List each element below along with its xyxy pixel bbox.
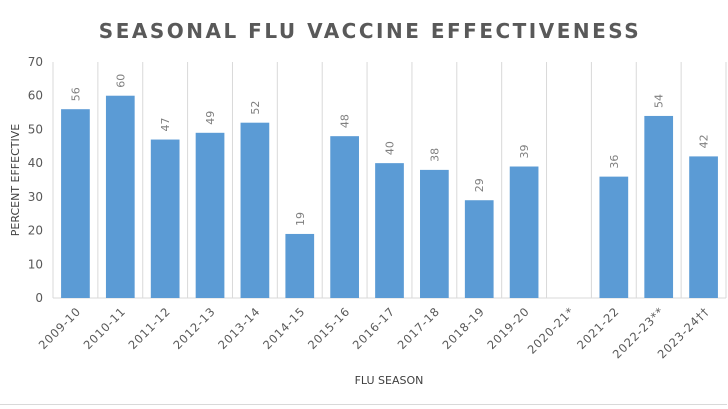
x-tick-label: 2020-21*	[525, 304, 577, 356]
y-tick-label: 40	[28, 156, 43, 170]
bar	[420, 169, 449, 298]
bar	[689, 156, 718, 298]
x-tick-label: 2021-22	[574, 304, 622, 352]
bar	[644, 115, 674, 298]
x-tick-label: 2019-20	[484, 304, 532, 352]
bar	[61, 109, 90, 298]
y-axis-label: PERCENT EFFECTIVE	[9, 124, 22, 236]
x-tick-label: 2010-11	[81, 304, 129, 352]
bar	[285, 233, 315, 298]
x-tick-label: 2013-14	[215, 304, 263, 352]
y-tick-label: 0	[35, 291, 43, 305]
x-tick-label: 2015-16	[305, 304, 353, 352]
y-tick-label: 60	[28, 89, 43, 103]
x-axis-label: FLU SEASON	[355, 374, 424, 387]
data-label: 38	[428, 148, 441, 162]
bar	[330, 136, 359, 298]
x-tick-label: 2016-17	[350, 304, 398, 352]
x-tick-label: 2011-12	[125, 304, 173, 352]
bar	[464, 200, 494, 298]
data-label: 19	[294, 212, 307, 226]
data-label: 29	[473, 178, 486, 192]
y-tick-label: 70	[28, 55, 43, 69]
bar	[599, 176, 629, 298]
y-tick-label: 10	[28, 257, 43, 271]
bar	[509, 166, 539, 298]
x-tick-label: 2009-10	[36, 304, 84, 352]
data-label: 54	[653, 94, 666, 108]
x-tick-label: 2014-15	[260, 304, 308, 352]
x-tick-label: 2017-18	[395, 304, 443, 352]
bar	[240, 122, 270, 298]
y-tick-label: 30	[28, 190, 43, 204]
data-label: 48	[339, 114, 352, 128]
bar	[195, 132, 225, 298]
data-label: 40	[384, 141, 397, 155]
data-label: 42	[698, 134, 711, 148]
data-label: 60	[114, 74, 127, 88]
data-label: 49	[204, 111, 217, 125]
y-tick-label: 50	[28, 122, 43, 136]
bar	[105, 95, 135, 298]
data-label: 47	[159, 118, 172, 132]
bar	[150, 139, 180, 298]
bar	[375, 163, 404, 298]
chart-title: SEASONAL FLU VACCINE EFFECTIVENESS	[99, 19, 641, 43]
data-label: 52	[249, 101, 262, 115]
data-label: 56	[69, 87, 82, 101]
y-tick-label: 20	[28, 224, 43, 238]
x-tick-label: 2018-19	[440, 304, 488, 352]
data-label: 39	[518, 145, 531, 159]
data-label: 36	[608, 155, 621, 169]
x-tick-label: 2012-13	[170, 304, 218, 352]
